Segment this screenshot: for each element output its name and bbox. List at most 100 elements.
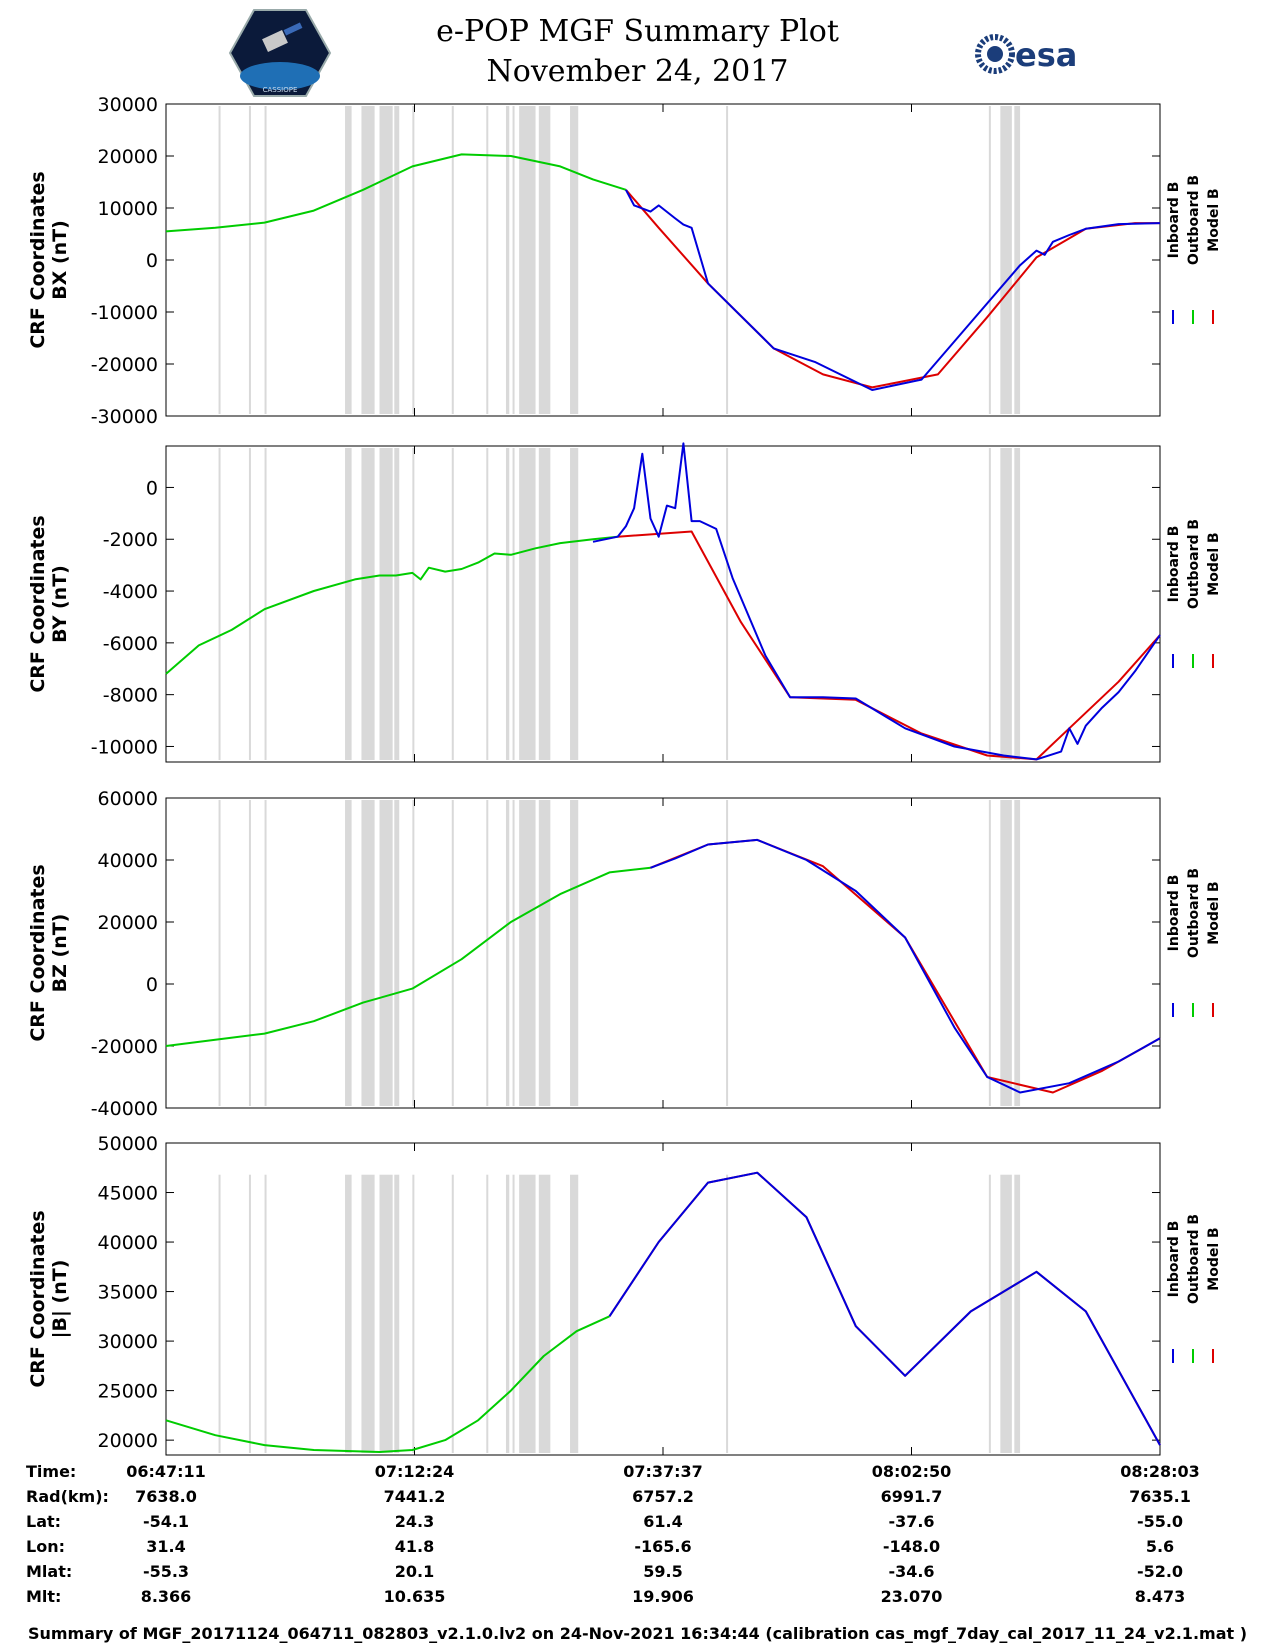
data-gap-band xyxy=(570,106,579,414)
info-row: Mlt: 8.366 10.635 19.906 23.070 8.473 xyxy=(0,1587,1275,1609)
y-tick-label: 25000 xyxy=(98,1381,158,1403)
y-tick-label: -4000 xyxy=(103,581,158,603)
data-gap-band xyxy=(505,106,510,414)
legend-label: Model B xyxy=(1206,532,1222,595)
cassiope-logo-text: CASSIOPE xyxy=(263,86,298,94)
data-gap-band xyxy=(248,106,251,414)
info-value: 23.070 xyxy=(880,1587,943,1606)
data-gap-band xyxy=(486,106,489,414)
data-gap-band xyxy=(486,1174,489,1453)
y-axis-label: CRF Coordinates xyxy=(27,1210,49,1387)
series-model-b xyxy=(608,1171,1161,1446)
legend-label: Inboard B xyxy=(1166,526,1182,603)
plot-date: November 24, 2017 xyxy=(486,54,789,89)
y-tick-label: 35000 xyxy=(98,1282,158,1304)
legend-label: Inboard B xyxy=(1166,875,1182,952)
data-gap-band xyxy=(264,1174,267,1453)
y-tick-label: -2000 xyxy=(103,529,158,551)
data-gap-band xyxy=(1014,448,1021,760)
y-axis-label: |B| (nT) xyxy=(49,1260,71,1339)
info-row: Time: 06:47:11 07:12:24 07:37:37 08:02:50 08:… xyxy=(0,1462,1275,1484)
data-gap-band xyxy=(486,800,489,1106)
y-tick-label: -40000 xyxy=(91,1098,158,1120)
data-gap-band xyxy=(1000,106,1012,414)
data-gap-band xyxy=(412,1174,415,1453)
page-title: e-POP MGF Summary Plot xyxy=(436,14,839,49)
y-tick-label: 30000 xyxy=(98,1331,158,1353)
legend-label: Outboard B xyxy=(1186,519,1202,609)
info-value: 07:12:24 xyxy=(374,1462,455,1481)
esa-logo: esa xyxy=(975,34,1077,74)
data-gap-band xyxy=(1000,448,1012,760)
legend-label: Outboard B xyxy=(1186,1214,1202,1304)
data-gap-band xyxy=(988,448,991,760)
info-row-label: Lat: xyxy=(26,1512,62,1531)
chart-panel-1: 30000 20000 10000 0 -10000 -20000 -30000 CRF Co… xyxy=(27,94,1222,428)
info-value: 8.473 xyxy=(1134,1587,1186,1606)
y-axis-label: BX (nT) xyxy=(49,220,71,300)
data-gap-band xyxy=(726,1174,729,1453)
y-tick-label: 50000 xyxy=(98,1133,158,1155)
info-value: 24.3 xyxy=(394,1512,435,1531)
info-value: -55.0 xyxy=(1136,1512,1184,1531)
y-axis-label: CRF Coordinates xyxy=(27,864,49,1041)
info-row: Mlat: -55.3 20.1 59.5 -34.6 -52.0 xyxy=(0,1562,1275,1584)
info-value: 7638.0 xyxy=(135,1487,197,1506)
info-value: 06:47:11 xyxy=(126,1462,206,1481)
data-gap-band xyxy=(379,1174,393,1453)
data-gap-band xyxy=(570,1174,579,1453)
info-value: 10.635 xyxy=(383,1587,446,1606)
series-model-b xyxy=(625,189,1160,389)
data-gap-band xyxy=(412,448,415,760)
data-gap-band xyxy=(218,800,221,1106)
data-gap-band xyxy=(519,106,536,414)
y-tick-label: 60000 xyxy=(98,788,158,810)
data-gap-band xyxy=(218,1174,221,1453)
data-gap-band xyxy=(1014,1174,1021,1453)
y-tick-label: -10000 xyxy=(91,302,158,324)
y-tick-label: -20000 xyxy=(91,354,158,376)
data-gap-band xyxy=(988,1174,991,1453)
data-gap-band xyxy=(726,448,729,760)
data-gap-band xyxy=(361,448,375,760)
data-gap-band xyxy=(1000,1174,1012,1453)
y-tick-label: 0 xyxy=(146,250,158,272)
info-value: -165.6 xyxy=(634,1537,692,1556)
info-value: 7441.2 xyxy=(383,1487,446,1506)
data-gap-band xyxy=(412,106,415,414)
data-gap-band xyxy=(519,1174,536,1453)
info-value: -148.0 xyxy=(882,1537,941,1556)
data-gap-band xyxy=(361,106,375,414)
data-gap-band xyxy=(570,448,579,760)
legend-label: Model B xyxy=(1206,188,1222,251)
y-tick-label: 0 xyxy=(146,477,158,499)
data-gap-band xyxy=(1000,800,1012,1106)
y-axis-label: BY (nT) xyxy=(49,565,71,643)
info-value: 6757.2 xyxy=(632,1487,694,1506)
data-gap-band xyxy=(505,800,510,1106)
series-inboard-b xyxy=(608,1171,1161,1446)
y-tick-label: 45000 xyxy=(98,1183,158,1205)
data-gap-band xyxy=(345,448,352,760)
data-gap-band xyxy=(1014,106,1021,414)
info-value: 6991.7 xyxy=(880,1487,943,1506)
info-value: 7635.1 xyxy=(1129,1487,1191,1506)
data-gap-band xyxy=(345,800,352,1106)
info-value: 07:37:37 xyxy=(623,1462,703,1481)
info-value: 08:28:03 xyxy=(1120,1462,1200,1481)
data-gap-band xyxy=(248,448,251,760)
chart-panel-3: 60000 40000 20000 0 -20000 -40000 CRF Coordina… xyxy=(27,788,1222,1120)
data-gap-band xyxy=(519,800,536,1106)
series-outboard-b xyxy=(165,866,651,1047)
data-gap-band xyxy=(538,1174,551,1453)
y-tick-label: 30000 xyxy=(98,94,158,116)
info-row: Rad(km): 7638.0 7441.2 6757.2 6991.7 7635.1 xyxy=(0,1487,1275,1509)
esa-logo-text: esa xyxy=(1015,36,1077,74)
series-inboard-b xyxy=(592,442,1161,761)
y-tick-label: -8000 xyxy=(103,685,158,707)
data-gap-band xyxy=(512,800,515,1106)
legend-label: Inboard B xyxy=(1166,1221,1182,1298)
info-value: 20.1 xyxy=(394,1562,435,1581)
series-outboard-b xyxy=(165,1315,610,1453)
